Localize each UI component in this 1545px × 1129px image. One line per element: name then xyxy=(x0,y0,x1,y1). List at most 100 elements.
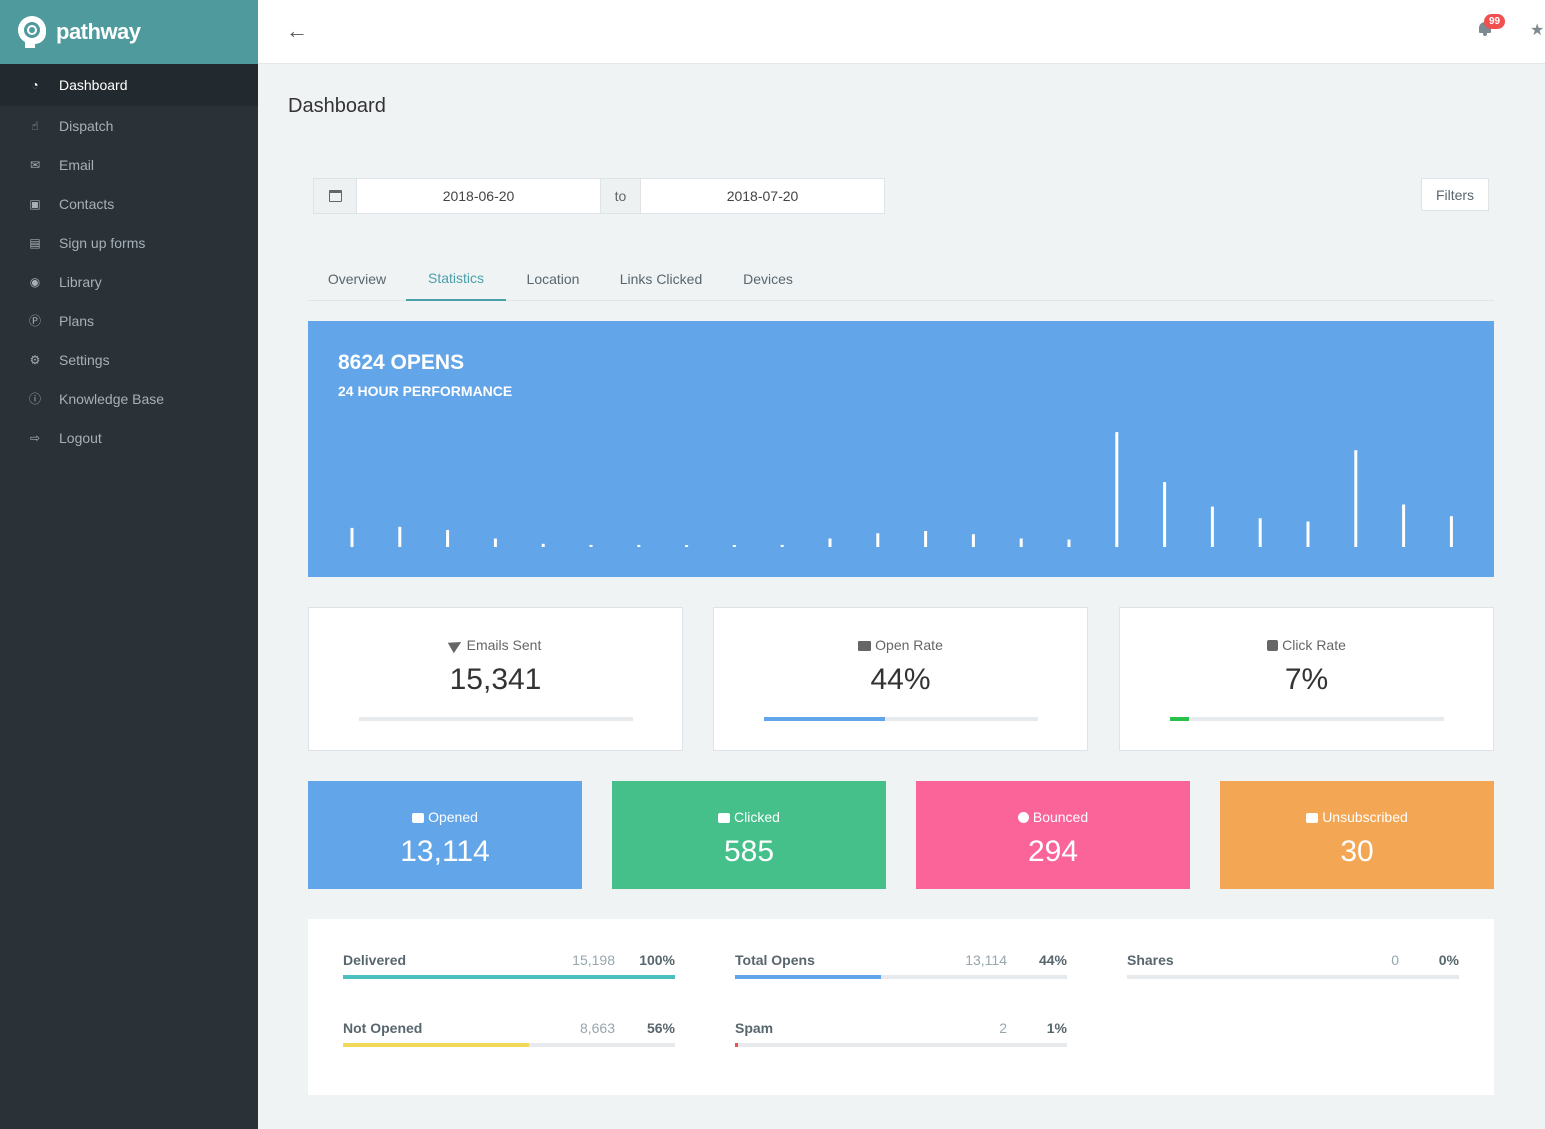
stat-label-emails-sent: Emails Sent xyxy=(466,637,542,653)
stat-label-click-rate: Click Rate xyxy=(1282,637,1346,653)
tile-label-bounced: Bounced xyxy=(1032,809,1089,825)
tab-overview[interactable]: Overview xyxy=(327,270,387,287)
times-circle-icon xyxy=(1017,812,1029,823)
notification-badge: 99 xyxy=(1484,14,1506,29)
chart-bar-hour-4 xyxy=(541,543,545,547)
logout-icon: ⇨ xyxy=(29,430,41,445)
tile-label-clicked: Clicked xyxy=(734,809,780,825)
back-arrow-icon[interactable]: ← xyxy=(286,18,308,43)
sidebar-item-signup-forms[interactable]: ▤ Sign up forms xyxy=(0,223,258,262)
camera-icon: ◉ xyxy=(29,274,41,289)
sidebar-nav: ◔ Dashboard ☝ Dispatch ✉ Email ▣ Contact… xyxy=(0,64,258,457)
sidebar-item-logout[interactable]: ⇨ Logout xyxy=(0,418,258,457)
date-to-input[interactable]: 2018-07-20 xyxy=(726,188,799,204)
chart-bar-hour-2 xyxy=(446,530,450,547)
stat-bar-emails-sent xyxy=(359,717,633,721)
chart-bar-hour-16 xyxy=(1115,432,1119,547)
form-icon: ▤ xyxy=(29,235,41,250)
external-link-icon xyxy=(718,813,731,823)
tile-value-unsubscribed: 30 xyxy=(1340,835,1374,868)
sidebar-item-knowledge-base[interactable]: ⓘ Knowledge Base xyxy=(0,379,258,418)
sidebar-item-label: Sign up forms xyxy=(59,234,146,251)
tab-devices[interactable]: Devices xyxy=(743,270,793,287)
tile-opened: Opened 13,114 xyxy=(308,781,582,889)
opens-bar-chart xyxy=(350,432,1453,547)
date-separator: to xyxy=(600,179,641,213)
sidebar-item-library[interactable]: ◉ Library xyxy=(0,262,258,301)
metric-total-opens: Total Opens 13,114 44% xyxy=(735,952,1067,992)
opens-chart-panel: 8624 OPENS 24 HOUR PERFORMANCE xyxy=(308,321,1494,577)
date-range-picker: 2018-06-20 to 2018-07-20 xyxy=(313,178,885,214)
calendar-button[interactable] xyxy=(314,179,357,213)
stat-value-open-rate: 44% xyxy=(870,663,931,696)
sidebar-item-dashboard[interactable]: ◔ Dashboard xyxy=(0,64,258,106)
envelope-open-icon xyxy=(412,813,425,823)
stat-value-emails-sent: 15,341 xyxy=(449,663,542,696)
dashboard-icon: ◔ xyxy=(31,78,39,92)
sidebar-item-label: Contacts xyxy=(59,195,115,212)
metric-bar xyxy=(343,1043,675,1047)
metric-percent: 1% xyxy=(1046,1020,1067,1036)
metric-delivered: Delivered 15,198 100% xyxy=(343,952,675,992)
sidebar-item-label: Dashboard xyxy=(59,77,128,93)
tile-value-bounced: 294 xyxy=(1027,835,1079,868)
metric-count: 13,114 xyxy=(965,952,1007,968)
tab-links-clicked[interactable]: Links Clicked xyxy=(619,270,703,287)
delivery-metrics-panel: Delivered 15,198 100% Total Opens 13,114… xyxy=(308,919,1494,1095)
calendar-icon xyxy=(328,190,342,202)
chart-bar-hour-22 xyxy=(1402,504,1406,547)
metric-count: 2 xyxy=(999,1020,1007,1036)
metric-shares: Shares 0 0% xyxy=(1127,952,1459,992)
chart-bar-hour-8 xyxy=(732,545,736,547)
chart-bar-hour-23 xyxy=(1449,516,1453,547)
star-icon[interactable]: ★ xyxy=(1530,22,1545,39)
sidebar-item-label: Logout xyxy=(59,429,102,446)
metric-percent: 100% xyxy=(639,952,675,968)
envelope-open-icon xyxy=(858,641,872,651)
stat-bar-open-rate xyxy=(764,717,1038,721)
metric-label: Total Opens xyxy=(735,952,815,968)
stat-fill-click-rate xyxy=(1170,717,1190,721)
metric-bar xyxy=(735,1043,1067,1047)
chart-bar-hour-19 xyxy=(1258,518,1262,547)
metric-bar xyxy=(735,975,1067,979)
date-from-input[interactable]: 2018-06-20 xyxy=(442,188,515,204)
sidebar-item-contacts[interactable]: ▣ Contacts xyxy=(0,184,258,223)
metric-percent: 56% xyxy=(646,1020,675,1036)
chart-bar-hour-15 xyxy=(1067,539,1071,547)
gear-icon: ⚙ xyxy=(29,352,41,367)
stat-label-open-rate: Open Rate xyxy=(875,637,943,653)
chart-bar-hour-20 xyxy=(1306,521,1310,547)
brand[interactable]: pathway xyxy=(0,0,258,64)
sidebar-item-email[interactable]: ✉ Email xyxy=(0,145,258,184)
metric-not-opened: Not Opened 8,663 56% xyxy=(343,1020,675,1060)
sidebar-item-dispatch[interactable]: ☝ Dispatch xyxy=(0,106,258,145)
sidebar-item-plans[interactable]: Ⓟ Plans xyxy=(0,301,258,340)
metric-label: Delivered xyxy=(343,952,407,968)
info-icon: ⓘ xyxy=(28,392,41,406)
chart-bar-hour-12 xyxy=(924,531,928,547)
chart-bar-hour-9 xyxy=(780,544,784,547)
chart-bar-hour-18 xyxy=(1210,506,1214,547)
sidebar-item-label: Settings xyxy=(59,351,110,368)
filters-button[interactable]: Filters xyxy=(1421,178,1489,211)
thumbs-up-icon: ☝ xyxy=(31,118,39,133)
sidebar-item-settings[interactable]: ⚙ Settings xyxy=(0,340,258,379)
paper-plane-icon xyxy=(447,636,464,654)
bell-icon[interactable] xyxy=(1478,20,1492,36)
metric-percent: 0% xyxy=(1438,952,1459,968)
tab-statistics[interactable]: Statistics xyxy=(406,256,506,301)
tile-value-opened: 13,114 xyxy=(400,835,490,868)
pathway-logo-icon xyxy=(18,16,48,48)
chart-bar-hour-7 xyxy=(685,545,689,547)
tab-location[interactable]: Location xyxy=(526,270,580,287)
metric-label: Not Opened xyxy=(343,1020,423,1036)
sign-out-icon xyxy=(1306,813,1319,823)
metric-label: Spam xyxy=(735,1020,774,1036)
chart-bar-hour-0 xyxy=(350,527,354,547)
metric-bar-fill xyxy=(735,975,882,979)
sidebar: pathway ◔ Dashboard ☝ Dispatch ✉ Email ▣… xyxy=(0,0,258,1129)
tile-bounced: Bounced 294 xyxy=(916,781,1190,889)
metric-bar xyxy=(343,975,675,979)
metric-bar-fill xyxy=(343,1043,529,1047)
